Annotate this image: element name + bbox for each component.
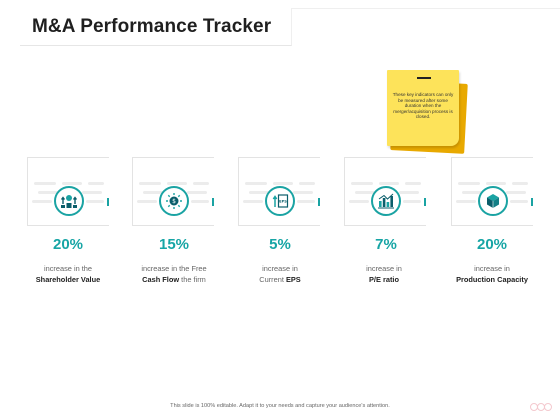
desc-cash-flow: increase in the Free Cash Flow the firm: [141, 264, 207, 284]
pe-ratio-icon: [371, 186, 401, 216]
value-shareholder-value: 20%: [52, 236, 84, 253]
card-stripes: [456, 182, 530, 204]
card-stripes: [349, 182, 423, 204]
card-stripes: [32, 182, 106, 204]
card-pe-ratio: [344, 157, 426, 226]
desc-production-capacity: increase in Production Capacity: [456, 264, 528, 284]
value-eps: 5%: [269, 236, 291, 253]
desc-eps: increase in Current EPS: [259, 264, 301, 284]
shareholder-value-icon: [54, 186, 84, 216]
sticky-note-text: These key indicators can only be measure…: [392, 92, 454, 120]
desc-pe-ratio: increase in P/E ratio: [366, 264, 402, 284]
footer-note: This slide is 100% editable. Adapt it to…: [170, 403, 390, 409]
svg-text:$: $: [172, 198, 176, 205]
card-tick: [424, 198, 426, 206]
card-tick: [212, 198, 214, 206]
svg-text:EPS: EPS: [279, 200, 287, 204]
value-pe-ratio: 7%: [375, 236, 397, 253]
card-stripes: [137, 182, 211, 204]
card-tick: [107, 198, 109, 206]
sticky-note: These key indicators can only be measure…: [387, 70, 459, 146]
card-tick: [318, 198, 320, 206]
desc-shareholder-value: increase in the Shareholder Value: [35, 264, 101, 284]
corner-logo-icon: [530, 400, 552, 414]
cash-flow-icon: $: [159, 186, 189, 216]
card-cash-flow: $: [132, 157, 214, 226]
card-eps: EPS: [238, 157, 320, 226]
card-tick: [531, 198, 533, 206]
page-title: M&A Performance Tracker: [32, 16, 272, 37]
sticky-note-bar: [417, 77, 431, 79]
value-production-capacity: 20%: [476, 236, 508, 253]
production-capacity-icon: [478, 186, 508, 216]
card-stripes: [243, 182, 317, 204]
card-shareholder-value: [27, 157, 109, 226]
eps-icon: EPS: [265, 186, 295, 216]
value-cash-flow: 15%: [158, 236, 190, 253]
title-box: M&A Performance Tracker: [20, 8, 292, 46]
top-divider: [292, 8, 560, 9]
card-production-capacity: [451, 157, 533, 226]
